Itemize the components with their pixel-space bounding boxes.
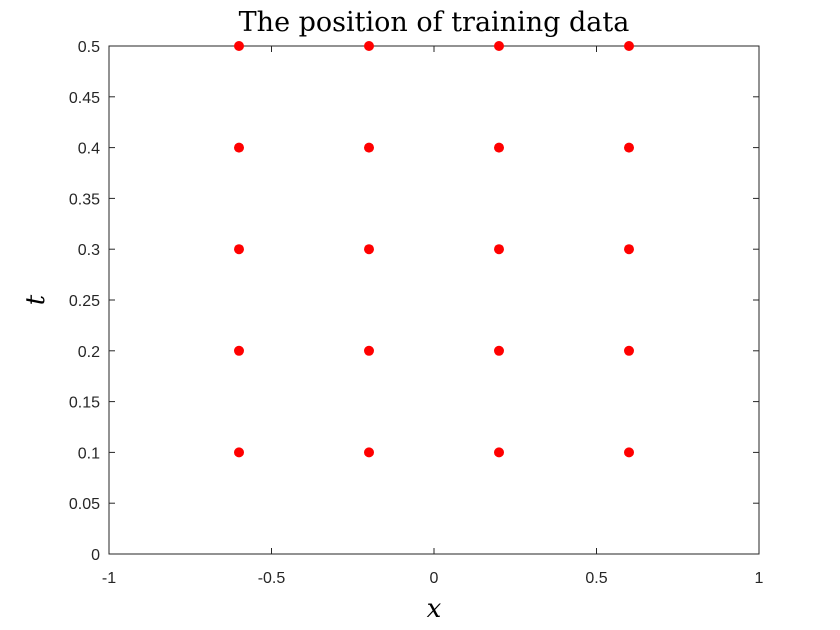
y-tick-label: 0.05 <box>69 496 100 513</box>
y-tick-label: 0.2 <box>78 344 100 361</box>
data-point <box>364 244 374 255</box>
y-tick-label: 0.15 <box>69 395 100 412</box>
data-point <box>494 345 504 356</box>
plot-area <box>108 45 760 555</box>
data-point <box>234 41 244 51</box>
y-tick-label: 0.45 <box>69 90 100 107</box>
x-tick-label: -1 <box>102 570 116 587</box>
data-point <box>624 244 634 255</box>
x-tick-label: -0.5 <box>258 570 286 587</box>
x-axis-tick-labels: -1 -0.5 0 0.5 1 <box>102 570 764 587</box>
data-point <box>234 142 244 153</box>
data-point <box>494 244 504 255</box>
data-point <box>624 447 634 458</box>
data-point <box>364 41 374 51</box>
data-points <box>234 41 634 458</box>
data-point <box>624 345 634 356</box>
data-point <box>234 244 244 255</box>
y-tick-label: 0.25 <box>69 293 100 310</box>
x-tick-label: 0.5 <box>585 570 607 587</box>
data-point <box>234 345 244 356</box>
chart-title: The position of training data <box>239 7 630 38</box>
y-axis-label: t <box>21 294 51 305</box>
y-tick-label: 0 <box>91 547 100 564</box>
y-tick-label: 0.3 <box>78 242 100 259</box>
data-point <box>364 345 374 356</box>
y-tick-label: 0.35 <box>69 191 100 208</box>
x-tick-label: 0 <box>430 570 439 587</box>
data-point <box>364 447 374 458</box>
data-point <box>494 41 504 51</box>
data-point <box>624 41 634 51</box>
y-tick-label: 0.4 <box>78 141 100 158</box>
x-axis-label: x <box>427 594 442 624</box>
data-point <box>494 142 504 153</box>
y-tick-label: 0.5 <box>78 39 100 56</box>
axis-ticks <box>108 45 760 555</box>
data-point <box>364 142 374 153</box>
data-point <box>234 447 244 458</box>
x-tick-label: 1 <box>755 570 764 587</box>
data-point <box>624 142 634 153</box>
data-point <box>494 447 504 458</box>
y-tick-label: 0.1 <box>78 445 100 462</box>
y-axis-tick-labels: 0 0.05 0.1 0.15 0.2 0.25 0.3 0.35 0.4 0.45 0.5 <box>69 39 100 564</box>
